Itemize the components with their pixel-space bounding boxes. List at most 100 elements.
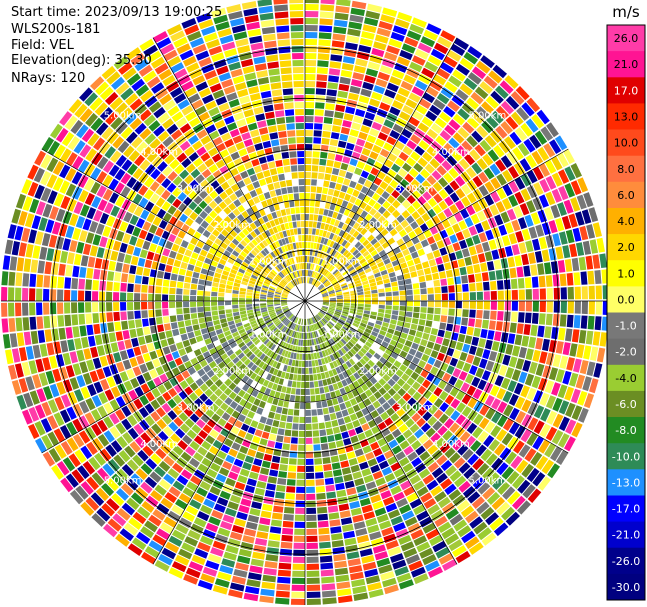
ppi-gate bbox=[293, 186, 299, 193]
ppi-gate bbox=[320, 151, 328, 159]
ppi-gate bbox=[278, 284, 284, 289]
ppi-gate bbox=[79, 266, 87, 278]
ppi-gate bbox=[273, 0, 288, 5]
ppi-gate bbox=[359, 461, 369, 470]
ppi-gate bbox=[375, 337, 383, 344]
ppi-gate bbox=[74, 389, 84, 402]
ppi-gate bbox=[169, 344, 178, 353]
ppi-gate bbox=[575, 374, 586, 389]
ppi-gate bbox=[316, 314, 322, 320]
colorbar-band bbox=[607, 417, 645, 444]
ppi-gate bbox=[592, 331, 601, 346]
ppi-gate bbox=[165, 353, 174, 362]
ppi-gate bbox=[535, 363, 545, 377]
ppi-gate bbox=[149, 471, 162, 483]
ppi-gate bbox=[96, 508, 111, 522]
ppi-gate bbox=[505, 95, 520, 110]
ppi-gate bbox=[301, 360, 305, 367]
ppi-gate bbox=[191, 252, 199, 260]
ppi-gate bbox=[197, 446, 208, 457]
ppi-gate bbox=[95, 81, 109, 96]
ppi-gate bbox=[129, 357, 138, 368]
ppi-gate bbox=[338, 340, 345, 347]
ppi-gate bbox=[295, 214, 301, 221]
ppi-gate bbox=[290, 598, 305, 605]
colorbar-tick-label: 10.0 bbox=[614, 137, 639, 150]
ppi-gate bbox=[417, 396, 427, 406]
ppi-gate bbox=[347, 244, 354, 251]
ppi-gate bbox=[79, 108, 93, 123]
ppi-gate bbox=[209, 330, 217, 338]
ppi-gate bbox=[554, 135, 568, 151]
ppi-gate bbox=[141, 302, 148, 310]
ppi-gate bbox=[477, 210, 487, 222]
ppi-gate bbox=[538, 275, 546, 288]
ppi-gate bbox=[161, 201, 171, 212]
ppi-gate bbox=[250, 129, 260, 138]
ppi-gate bbox=[232, 356, 240, 364]
ppi-gate bbox=[384, 473, 396, 483]
ppi-gate bbox=[291, 39, 304, 46]
ppi-gate bbox=[73, 253, 82, 266]
ppi-gate bbox=[486, 491, 501, 505]
ppi-gate bbox=[417, 385, 427, 395]
ppi-gate bbox=[283, 308, 289, 312]
ppi-gate bbox=[233, 315, 241, 320]
colorbar-ticks: 26.021.017.013.010.08.06.04.02.01.00.0-1… bbox=[612, 32, 640, 594]
ppi-gate bbox=[389, 106, 401, 116]
ppi-gate bbox=[178, 246, 186, 255]
ppi-gate bbox=[364, 389, 373, 398]
ppi-gate bbox=[337, 264, 344, 270]
ppi-gate bbox=[251, 464, 261, 473]
ppi-gate bbox=[336, 306, 343, 309]
ppi-gate bbox=[347, 266, 355, 272]
ppi-gate bbox=[439, 229, 448, 239]
ppi-gate bbox=[349, 256, 356, 263]
ppi-gate bbox=[140, 383, 150, 394]
ppi-gate bbox=[109, 426, 121, 439]
ppi-gate bbox=[329, 303, 336, 306]
ppi-gate bbox=[313, 257, 317, 264]
ppi-gate bbox=[293, 88, 304, 95]
ppi-gate bbox=[342, 287, 349, 291]
ppi-gate bbox=[282, 306, 289, 310]
ppi-gate bbox=[50, 315, 58, 328]
ppi-gate bbox=[219, 392, 228, 402]
ppi-gate bbox=[140, 526, 155, 539]
ppi-gate bbox=[107, 322, 115, 333]
ppi-gate bbox=[167, 24, 183, 36]
ppi-gate bbox=[221, 132, 232, 142]
ppi-gate bbox=[478, 338, 486, 348]
ppi-gate bbox=[248, 395, 256, 404]
ppi-gate bbox=[552, 413, 564, 428]
ppi-gate bbox=[268, 309, 275, 313]
ppi-gate bbox=[502, 169, 513, 183]
ppi-gate bbox=[539, 288, 546, 300]
ppi-gate bbox=[169, 308, 176, 316]
ppi-gate bbox=[356, 534, 370, 544]
ppi-gate bbox=[217, 349, 226, 356]
ppi-gate bbox=[413, 306, 420, 313]
ppi-gate bbox=[254, 375, 261, 383]
ppi-gate bbox=[512, 495, 526, 510]
ppi-gate bbox=[317, 215, 323, 222]
ppi-gate bbox=[254, 487, 265, 496]
ppi-gate bbox=[211, 7, 227, 18]
ppi-gate bbox=[204, 398, 214, 408]
ppi-gate bbox=[489, 517, 504, 531]
ppi-gate bbox=[249, 174, 258, 183]
ppi-gate bbox=[318, 312, 324, 317]
ppi-gate bbox=[94, 334, 103, 346]
ppi-gate bbox=[373, 448, 383, 457]
ppi-gate bbox=[158, 356, 168, 365]
ppi-gate bbox=[351, 122, 362, 131]
ppi-gate bbox=[447, 215, 457, 226]
ppi-gate bbox=[234, 436, 244, 445]
ppi-gate bbox=[429, 534, 443, 547]
ppi-gate bbox=[332, 168, 340, 176]
ppi-gate bbox=[130, 473, 144, 486]
ppi-gate bbox=[497, 311, 504, 321]
ppi-gate bbox=[281, 294, 288, 298]
ppi-gate bbox=[326, 284, 332, 289]
ppi-gate bbox=[270, 82, 282, 90]
